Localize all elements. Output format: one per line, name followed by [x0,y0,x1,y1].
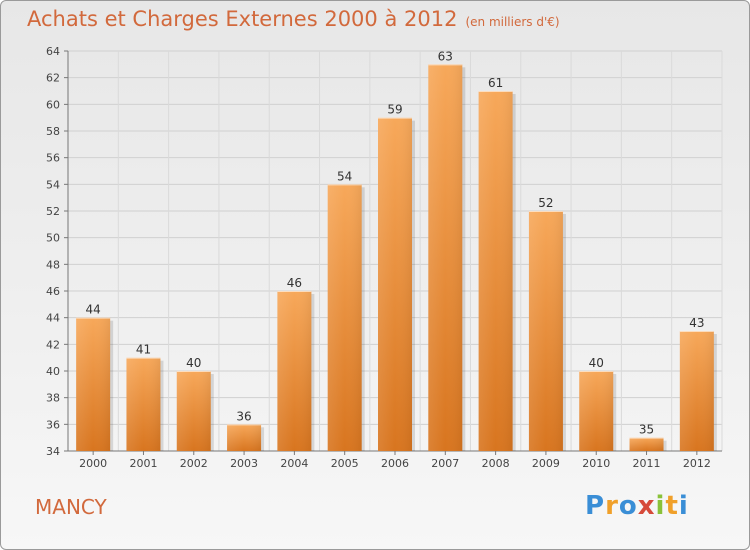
x-tick-label: 2004 [280,457,308,470]
y-tick-label: 58 [46,125,60,138]
y-tick-label: 44 [46,312,60,325]
data-label: 36 [236,409,251,423]
bar-shine [378,117,412,452]
data-label: 63 [438,49,453,63]
y-tick-label: 54 [46,178,60,191]
bar-shine [478,91,513,451]
place-name: MANCY [35,495,107,519]
bar-shine [679,331,714,451]
bar-shine [428,64,463,452]
brand-letter: i [655,491,666,521]
y-tick-label: 52 [46,205,60,218]
y-tick-label: 50 [46,232,60,245]
y-tick-label: 36 [46,418,60,431]
bar-shine [126,357,161,451]
data-label: 59 [387,103,402,117]
y-tick-label: 46 [46,285,60,298]
y-tick-label: 48 [46,258,60,271]
bar-shine [76,317,111,451]
x-tick-label: 2001 [129,457,157,470]
bar-shine [176,371,211,451]
data-labels: 44 41 40 36 46 54 59 63 61 52 40 35 43 [86,49,705,436]
x-tick-label: 2012 [683,457,711,470]
y-tick-label: 34 [46,445,60,458]
x-tick-label: 2000 [79,457,107,470]
brand-letter: i [678,491,689,521]
title-text: Achats et Charges Externes 2000 à 2012 [27,7,458,31]
y-tick-label: 62 [46,72,60,85]
bar-shine [579,371,614,451]
brand-letter: x [637,491,656,521]
x-tick-label: 2007 [431,457,459,470]
data-label: 35 [639,423,654,437]
data-label: 52 [538,196,553,210]
y-tick-label: 38 [46,392,60,405]
data-label: 44 [86,303,101,317]
data-label: 41 [136,343,151,357]
brand-logo: Proxiti [585,491,689,521]
bar-shine [327,184,362,452]
chart-title: Achats et Charges Externes 2000 à 2012 (e… [27,7,560,31]
y-tick-label: 42 [46,338,60,351]
x-tick-label: 2011 [633,457,661,470]
data-label: 43 [689,316,704,330]
brand-letter: P [585,491,606,521]
data-label: 40 [186,356,201,370]
bar-shine [629,437,664,451]
bars [76,64,717,452]
brand-letter: t [665,491,679,521]
x-tick-label: 2005 [331,457,359,470]
chart-subtitle: (en milliers d'€) [465,15,560,29]
data-label: 40 [589,356,604,370]
x-tick-label: 2009 [532,457,560,470]
data-label: 46 [287,276,302,290]
x-tick-label: 2010 [582,457,610,470]
bar-shine [277,291,312,451]
y-tick-label: 40 [46,365,60,378]
data-label: 61 [488,76,503,90]
x-tick-label: 2006 [381,457,409,470]
data-label: 54 [337,169,352,183]
y-tick-label: 56 [46,152,60,165]
x-tick-label: 2002 [180,457,208,470]
x-tick-label: 2008 [482,457,510,470]
x-tick-label: 2003 [230,457,258,470]
bar-shine [528,211,563,451]
y-tick-label: 60 [46,98,60,111]
y-tick-label: 64 [46,45,60,58]
bar-shine [227,424,262,451]
brand-letter: o [618,491,638,521]
brand-letter: r [605,491,619,521]
